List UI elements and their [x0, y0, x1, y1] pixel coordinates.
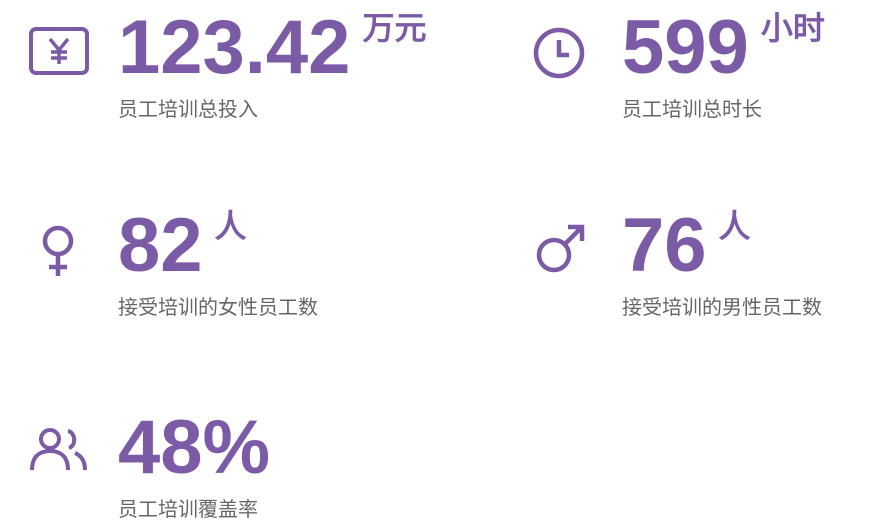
yen-icon	[29, 27, 89, 75]
stat: 48% 员工培训覆盖率	[118, 410, 270, 522]
stat: 599 小时 员工培训总时长	[622, 10, 825, 122]
stat-value: 123.42	[118, 5, 351, 90]
stat: 76 人 接受培训的男性员工数	[622, 208, 822, 320]
stat-label: 员工培训总时长	[622, 99, 762, 121]
female-icon	[42, 225, 74, 276]
stat: 123.42 万元 员工培训总投入	[118, 10, 426, 122]
stat-unit: 人	[214, 208, 247, 244]
male-icon	[536, 224, 585, 273]
stat-value: 48%	[118, 405, 271, 490]
stat-label: 接受培训的女性员工数	[118, 297, 318, 319]
stat-unit: 小时	[760, 10, 825, 46]
stat-label: 接受培训的男性员工数	[622, 297, 822, 319]
clock-icon	[533, 27, 585, 79]
people-icon	[30, 428, 87, 471]
stat-value: 82	[118, 203, 203, 288]
stat: 82 人 接受培训的女性员工数	[118, 208, 318, 320]
stat-label: 员工培训覆盖率	[118, 499, 258, 521]
stat-label: 员工培训总投入	[118, 99, 258, 121]
stat-unit: 人	[718, 208, 751, 244]
stat-value: 76	[622, 203, 707, 288]
stat-value: 599	[622, 5, 749, 90]
stat-unit: 万元	[362, 10, 427, 46]
